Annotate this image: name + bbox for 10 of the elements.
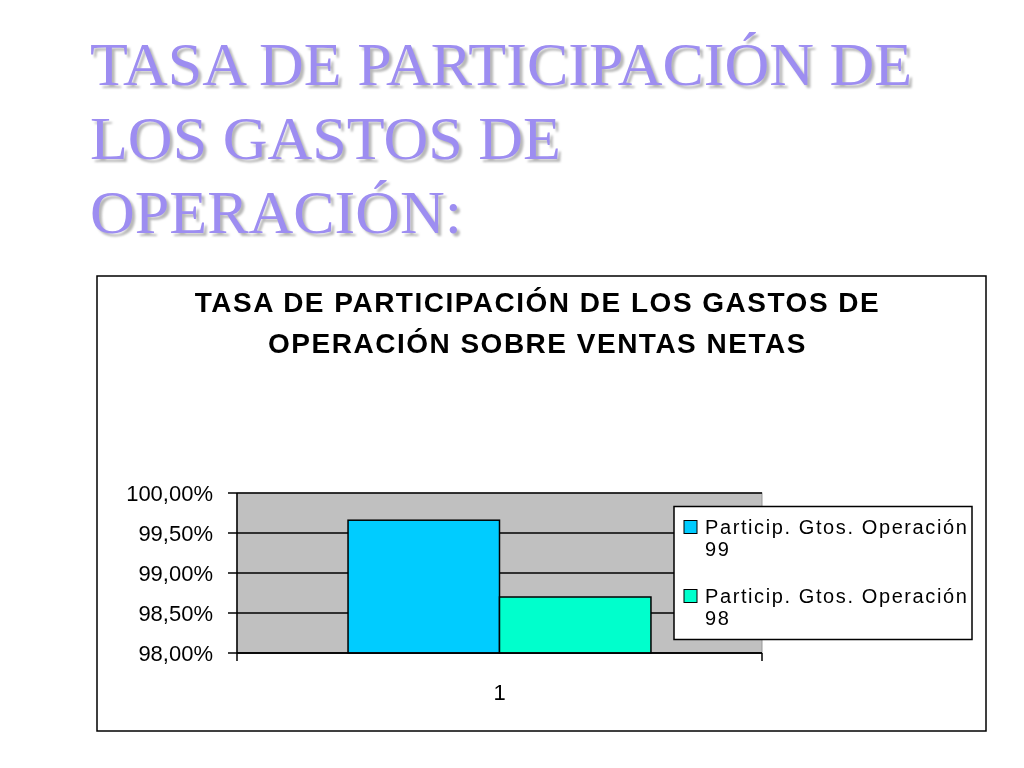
y-tick-label: 99,00% [138,560,213,586]
y-tick-label: 98,00% [138,640,213,666]
chart-title: TASA DE PARTICIPACIÓN DE LOS GASTOS DE OPERACIÓN: [90,30,913,246]
x-tick-label: 1 [493,680,506,705]
chart-subtitle: TASA DE PARTICIPACIÓN DE LOS GASTOS DE OPERACIÓN SOBRE VENTAS NETAS [194,287,881,359]
y-tick-label: 98,50% [138,600,213,626]
legend-label: Particip. Gtos. Operación 98 [705,584,969,629]
legend-label: Particip. Gtos. Operación 99 [705,515,969,560]
y-tick-label: 99,50% [138,520,213,546]
y-tick-label: 100,00% [126,480,213,506]
